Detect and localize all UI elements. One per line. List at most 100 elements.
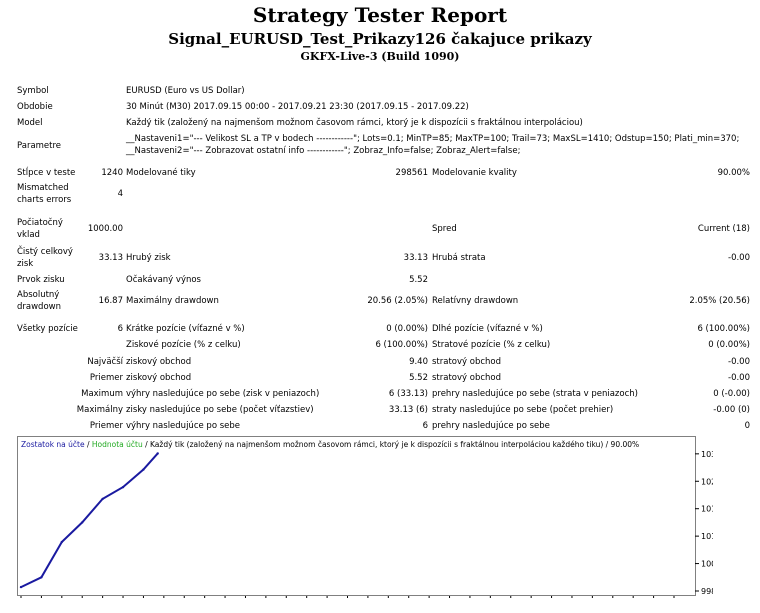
spread-value: Current (18) (697, 224, 750, 234)
period-value: 30 Minút (M30) 2017.09.15 00:00 - 2017.0… (126, 102, 469, 112)
max-cons-loss-label: prehry nasledujúce po sebe (strata v pen… (432, 389, 638, 399)
max-dd-label: Maximálny drawdown (126, 296, 219, 306)
maximal-loss-label: straty nasledujúce po sebe (počet prehie… (432, 405, 614, 415)
long-value: 6 (100.00%) (697, 324, 750, 334)
maximal-win-value: 33.13 (6) (388, 405, 428, 415)
balance-point (142, 468, 145, 471)
mismatch-label-1: Mismatched (17, 183, 69, 193)
loss-value: 0 (0.00%) (708, 340, 750, 350)
expected-value: 5.52 (409, 275, 428, 285)
maximal-loss-value: -0.00 (0) (713, 405, 750, 415)
y-tick-label: 998 (701, 587, 713, 596)
y-tick-label: 1026 (701, 477, 713, 486)
max-cons-win-label: výhry nasledujúce po sebe (zisk v peniaz… (126, 389, 320, 399)
pf-label: Prvok zisku (17, 275, 65, 285)
balance-point (19, 585, 23, 589)
abs-dd-value: 16.87 (98, 296, 123, 306)
win-label: Ziskové pozície (% z celku) (126, 340, 241, 350)
largest-label: Najväčší (87, 357, 123, 367)
avg-win-label: ziskový obchod (126, 373, 192, 383)
avg-cons-win-value: 6 (422, 421, 428, 431)
abs-dd-label-1: Absolutný (17, 290, 60, 300)
params-line-2: __Nastaveni2="--- Zobrazovat ostatní inf… (126, 146, 521, 156)
expected-label: Očakávaný výnos (126, 275, 201, 285)
largest-win-label: ziskový obchod (126, 357, 192, 367)
params-line-1: __Nastaveni1="--- Velikost SL a TP v bod… (126, 134, 740, 144)
balance-points (19, 452, 159, 589)
deposit-label-2: vklad (17, 230, 40, 240)
largest-loss-value: -0.00 (728, 357, 750, 367)
quality-label: Modelovanie kvality (432, 168, 517, 178)
y-tick-label: 1012 (701, 532, 713, 541)
avg-win-value: 5.52 (409, 373, 428, 383)
gross-loss-value: -0.00 (728, 253, 750, 263)
mismatch-value: 4 (117, 189, 123, 199)
spread-label: Spred (432, 224, 457, 234)
params-label: Parametre (17, 141, 62, 151)
chart-legend: Zostatok na účte / Hodnota účtu / Každý … (21, 440, 639, 449)
ticks-value: 298561 (395, 168, 428, 178)
deposit-value: 1000.00 (87, 224, 123, 234)
bars-value: 1240 (101, 168, 123, 178)
all-pos-label: Všetky pozície (17, 324, 78, 334)
avg-label: Priemer (89, 373, 123, 383)
balance-line (20, 452, 159, 589)
balance-chart: Zostatok na účte / Hodnota účtu / Každý … (17, 436, 713, 598)
deposit-label-1: Počiatočný (17, 218, 63, 228)
short-label: Krátke pozície (víťazné v %) (126, 324, 245, 334)
mismatch-label-2: charts errors (17, 195, 72, 205)
x-axis: 0123456789101112131415161718192021222324… (20, 596, 675, 598)
loss-label: Stratové pozície (% z celku) (432, 340, 551, 350)
legend-sep: / (85, 440, 92, 449)
gross-profit-value: 33.13 (403, 253, 428, 263)
avg-cons-loss-label: prehry nasledujúce po sebe (432, 421, 550, 431)
max-cons-win-value: 6 (33.13) (388, 389, 428, 399)
gross-loss-label: Hrubá strata (432, 253, 486, 263)
balance-point (60, 540, 64, 544)
net-label-2: zisk (17, 259, 34, 269)
avg-cons-win-label: výhry nasledujúce po sebe (126, 421, 241, 431)
balance-point (81, 521, 84, 524)
model-label: Model (17, 118, 43, 128)
avg-cons-loss-value: 0 (744, 421, 750, 431)
chart-frame (17, 436, 696, 596)
largest-loss-label: stratový obchod (432, 357, 502, 367)
period-label: Obdobie (17, 102, 53, 112)
y-tick-label: 1005 (701, 560, 713, 569)
balance-point (101, 497, 104, 501)
max-label: Maximum (81, 389, 123, 399)
maximal-win-label: zisky nasledujúce po sebe (počet víťazst… (126, 405, 314, 415)
largest-win-value: 9.40 (409, 357, 428, 367)
model-value: Každý tik (založený na najmenšom možnom … (126, 118, 583, 128)
rel-dd-label: Relatívny drawdown (432, 296, 519, 306)
balance-point (156, 452, 159, 455)
quality-value: 90.00% (717, 168, 750, 178)
maximal-label: Maximálny (76, 405, 123, 415)
gross-profit-label: Hrubý zisk (126, 253, 171, 263)
symbol-value: EURUSD (Euro vs US Dollar) (126, 86, 245, 96)
server-build: GKFX-Live-3 (Build 1090) (300, 50, 460, 63)
avg-loss-label: stratový obchod (432, 373, 502, 383)
y-tick-label: 1019 (701, 505, 713, 514)
short-value: 0 (0.00%) (386, 324, 428, 334)
balance-point (121, 485, 125, 489)
rel-dd-value: 2.05% (20.56) (689, 296, 750, 306)
legend-balance: Zostatok na účte (21, 440, 85, 449)
bars-label: Stĺpce v teste (17, 168, 76, 178)
abs-dd-label-2: drawdown (17, 302, 61, 312)
legend-equity: Hodnota účtu (92, 440, 143, 449)
long-label: Dlhé pozície (víťazné v %) (432, 324, 543, 334)
y-axis: 1033 1026 1019 1012 1005 998 (695, 450, 713, 596)
legend-rest: / Každý tik (založený na najmenšom možno… (143, 440, 639, 449)
ticks-label: Modelované tiky (126, 168, 196, 178)
all-pos-value: 6 (117, 324, 123, 334)
y-tick-label: 1033 (701, 450, 713, 459)
report-title: Strategy Tester Report (252, 3, 508, 27)
max-cons-loss-value: 0 (-0.00) (713, 389, 750, 399)
net-value: 33.13 (98, 253, 123, 263)
avg-loss-value: -0.00 (728, 373, 750, 383)
avg2-label: Priemer (89, 421, 123, 431)
win-value: 6 (100.00%) (375, 340, 428, 350)
report-subtitle: Signal_EURUSD_Test_Prikazy126 čakajuce p… (168, 30, 592, 48)
balance-point (40, 576, 43, 579)
